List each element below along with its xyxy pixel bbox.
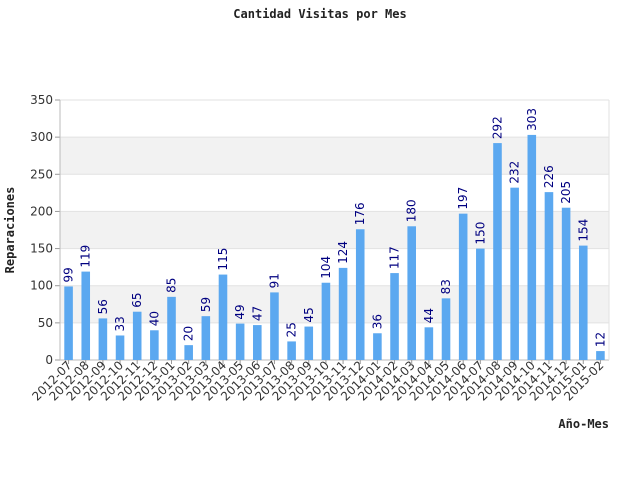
grid-band [60, 211, 609, 249]
data-label: 65 [130, 292, 144, 307]
bar [218, 274, 228, 360]
bar [441, 298, 451, 360]
y-tick-label: 150 [30, 242, 53, 256]
bar [132, 311, 142, 360]
data-label: 36 [370, 314, 384, 329]
data-label: 83 [439, 279, 453, 294]
bar [150, 330, 159, 360]
data-label: 124 [336, 241, 350, 264]
bar [338, 267, 348, 360]
y-tick-labels: 0 50 100 150 200 250 300 350 [30, 93, 53, 367]
y-tick-label: 350 [30, 93, 53, 107]
data-label: 154 [576, 219, 590, 242]
bar [544, 192, 554, 360]
bar [287, 341, 296, 360]
bar [253, 325, 262, 360]
chart-title: Cantidad Visitas por Mes [233, 7, 406, 21]
bar [184, 345, 193, 360]
bar [390, 273, 399, 360]
x-tick-labels: 2012-072012-082012-092012-102012-112012-… [29, 358, 606, 403]
grid-band [60, 137, 609, 175]
y-tick-label: 50 [38, 316, 53, 330]
bar [167, 296, 176, 360]
data-label: 40 [147, 311, 161, 326]
data-label: 91 [267, 273, 281, 288]
data-label: 44 [422, 308, 436, 323]
bar [270, 292, 279, 360]
bar [201, 316, 211, 360]
bar [355, 229, 365, 360]
bar [561, 207, 571, 360]
data-label: 303 [525, 108, 539, 131]
data-label: 56 [96, 299, 110, 314]
data-label: 115 [216, 248, 230, 271]
bar [304, 326, 314, 360]
y-tick-label: 100 [30, 279, 53, 293]
bar [115, 335, 125, 360]
data-label: 197 [456, 187, 470, 210]
bar [596, 351, 605, 360]
data-label: 99 [62, 267, 76, 282]
bars [64, 134, 605, 360]
y-tick-label: 300 [30, 130, 53, 144]
data-label: 119 [79, 245, 93, 268]
data-label: 104 [319, 256, 333, 279]
bar [64, 286, 73, 360]
y-tick-label: 200 [30, 204, 53, 218]
data-label: 150 [473, 222, 487, 245]
bar [527, 134, 537, 360]
bar [98, 318, 108, 360]
bar [407, 226, 416, 360]
bar [476, 248, 485, 360]
background-bands [60, 100, 609, 360]
data-label: 12 [593, 332, 607, 347]
bar [510, 187, 519, 360]
data-label: 49 [233, 304, 247, 319]
data-label: 33 [113, 316, 127, 331]
data-label: 47 [250, 306, 264, 321]
data-label: 232 [508, 161, 522, 184]
data-label: 292 [490, 116, 504, 139]
y-axis-label: Reparaciones [3, 187, 17, 274]
bar [493, 143, 502, 360]
bar [424, 327, 434, 360]
y-tick-label: 0 [45, 353, 53, 367]
data-label: 85 [165, 278, 179, 293]
data-label: 117 [388, 246, 402, 269]
data-label: 180 [405, 199, 419, 222]
bar [235, 323, 245, 360]
bar [373, 333, 382, 360]
x-axis-label: Año-Mes [558, 417, 609, 431]
data-label: 45 [302, 307, 316, 322]
data-label: 226 [542, 165, 556, 188]
data-label: 59 [199, 297, 213, 312]
bar [458, 213, 468, 360]
bar [321, 282, 331, 360]
data-label: 20 [182, 326, 196, 341]
y-tick-label: 250 [30, 167, 53, 181]
data-label: 176 [353, 202, 367, 225]
data-label: 205 [559, 181, 573, 204]
data-label: 25 [285, 322, 299, 337]
bar [81, 271, 91, 360]
bar [578, 245, 588, 360]
